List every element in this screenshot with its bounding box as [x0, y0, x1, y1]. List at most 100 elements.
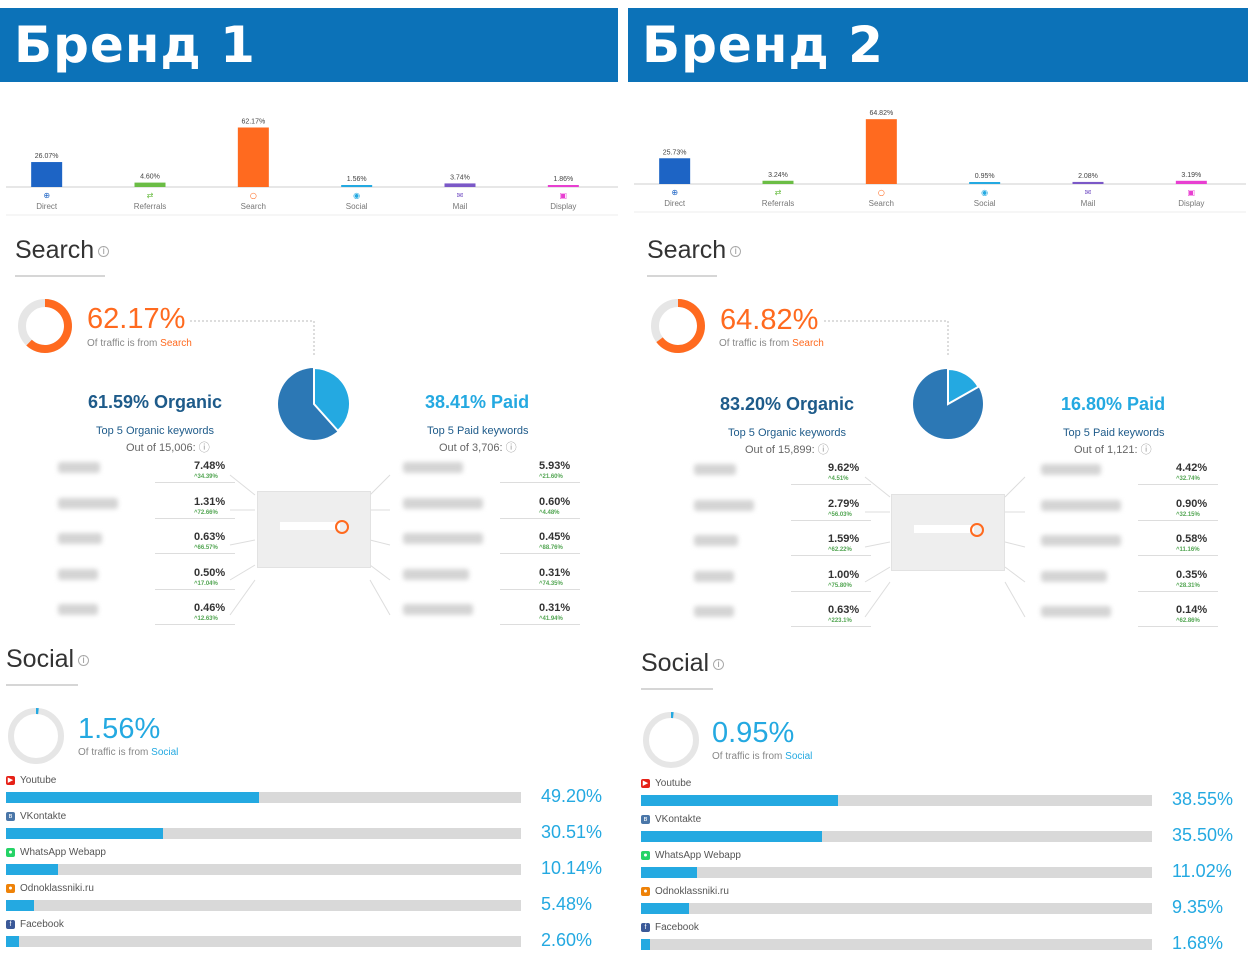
category-label: Display [1178, 199, 1204, 208]
social-share-percent: 1.68% [1172, 933, 1224, 953]
social-share-bar-fill [641, 795, 838, 806]
social-source-name[interactable]: Youtube [20, 775, 57, 786]
social-source-name[interactable]: Facebook [20, 919, 64, 930]
social-percent: 0.95% [712, 717, 795, 749]
keyword-text-blurred[interactable] [1041, 499, 1121, 511]
keyword-text-blurred[interactable] [58, 604, 98, 615]
organic-top5-link[interactable]: Top 5 Organic keywords [728, 427, 846, 439]
info-icon[interactable]: i [713, 658, 725, 670]
referrals-icon: ⇄ [147, 191, 154, 200]
section-underline [641, 688, 713, 690]
keyword-share: 0.31% [539, 566, 571, 579]
keyword-change: ^74.35% [539, 580, 563, 587]
category-label: Display [550, 202, 576, 211]
social-source-name[interactable]: Odnoklassniki.ru [655, 886, 729, 897]
row-divider [500, 517, 580, 519]
keyword-change: ^34.39% [194, 474, 218, 480]
keyword-change: ^4.51% [828, 476, 849, 482]
info-icon[interactable]: i [98, 245, 110, 257]
section-underline [647, 275, 717, 277]
bar-social[interactable] [341, 185, 373, 187]
keyword-text-blurred[interactable] [694, 535, 738, 546]
keyword-text-blurred[interactable] [403, 568, 469, 580]
paid-out-of: Out of 3,706: ⓘ [439, 442, 517, 454]
bar-mail[interactable] [444, 183, 476, 187]
social-share-bar [6, 792, 521, 803]
info-icon[interactable]: i [78, 654, 90, 666]
social-share-bar-fill [641, 867, 698, 878]
search-percent: 64.82% [720, 304, 819, 336]
keyword-text-blurred[interactable] [694, 499, 754, 511]
bar-search[interactable] [865, 119, 897, 184]
social-source-name[interactable]: Odnoklassniki.ru [20, 883, 94, 894]
mail-icon: ✉ [1085, 188, 1092, 197]
traffic-channels-chart: 26.07% ⊕ Direct 4.60% ⇄ Referrals 62.17% ○ Searc… [6, 118, 618, 216]
social-share-percent: 30.51% [541, 822, 603, 842]
bar-value-label: 3.24% [768, 172, 788, 179]
keyword-text-blurred[interactable] [1041, 464, 1101, 475]
keyword-text-blurred[interactable] [58, 533, 102, 544]
social-source-name[interactable]: Youtube [655, 778, 692, 789]
category-label: Referrals [134, 202, 166, 211]
donut-fill [26, 299, 72, 353]
keyword-text-blurred[interactable] [694, 606, 734, 617]
bar-direct[interactable] [31, 162, 63, 187]
bar-display[interactable] [547, 185, 579, 187]
keyword-text-blurred[interactable] [1041, 570, 1107, 582]
paid-heading: 38.41% Paid [425, 392, 530, 412]
keyword-change: ^11.16% [1176, 547, 1200, 553]
keyword-text-blurred[interactable] [403, 533, 483, 544]
bar-value-label: 0.95% [975, 173, 995, 180]
social-source-name[interactable]: Facebook [655, 922, 699, 933]
keyword-text-blurred[interactable] [694, 570, 734, 582]
search-engine-illustration [257, 491, 371, 568]
keyword-change: ^72.66% [194, 509, 218, 516]
paid-top5-link[interactable]: Top 5 Paid keywords [427, 425, 529, 437]
organic-paid-pie [913, 367, 983, 439]
whatsapp-icon: ● [6, 848, 15, 857]
keyword-text-blurred[interactable] [58, 462, 100, 473]
row-divider [791, 519, 871, 521]
social-share-donut [643, 712, 699, 768]
social-share-bar [641, 831, 1152, 842]
search-icon: ○ [250, 191, 257, 200]
keyword-share: 0.46% [194, 602, 226, 614]
paid-top5-link[interactable]: Top 5 Paid keywords [1063, 427, 1165, 439]
social-source-name[interactable]: WhatsApp Webapp [20, 847, 106, 858]
social-section-title: Social i [641, 649, 725, 678]
bar-referrals[interactable] [134, 182, 166, 187]
bar-value-label: 3.19% [1181, 172, 1201, 179]
social-source-name[interactable]: VKontakte [20, 811, 67, 822]
social-source-name[interactable]: VKontakte [655, 814, 702, 825]
category-label: Mail [453, 202, 468, 211]
bar-display[interactable] [1175, 180, 1207, 184]
bar-value-label: 26.07% [35, 153, 59, 160]
keyword-text-blurred[interactable] [403, 604, 473, 615]
bar-search[interactable] [237, 127, 269, 187]
bar-direct[interactable] [659, 158, 691, 184]
social-source-name[interactable]: WhatsApp Webapp [655, 850, 741, 861]
keyword-text-blurred[interactable] [403, 462, 463, 473]
bar-mail[interactable] [1072, 181, 1104, 184]
bar-social[interactable] [969, 182, 1001, 184]
social-share-bar-fill [6, 864, 59, 875]
bar-value-label: 4.60% [140, 174, 160, 181]
info-icon[interactable]: i [730, 245, 742, 257]
keyword-text-blurred[interactable] [403, 497, 483, 509]
keyword-text-blurred[interactable] [1041, 606, 1111, 617]
bar-referrals[interactable] [762, 180, 794, 184]
row-divider [155, 624, 235, 625]
keyword-text-blurred[interactable] [694, 464, 736, 475]
social-share-percent: 9.35% [1172, 897, 1224, 917]
keyword-share: 4.42% [1176, 462, 1208, 474]
keyword-share: 0.63% [828, 604, 860, 616]
search-percent: 62.17% [87, 303, 186, 335]
row-divider [155, 553, 235, 554]
donut-track [8, 708, 64, 764]
social-share-bar [6, 828, 521, 839]
keyword-text-blurred[interactable] [58, 497, 118, 509]
row-divider [1138, 555, 1218, 556]
organic-top5-link[interactable]: Top 5 Organic keywords [96, 425, 214, 437]
keyword-text-blurred[interactable] [58, 568, 98, 580]
keyword-text-blurred[interactable] [1041, 535, 1121, 546]
